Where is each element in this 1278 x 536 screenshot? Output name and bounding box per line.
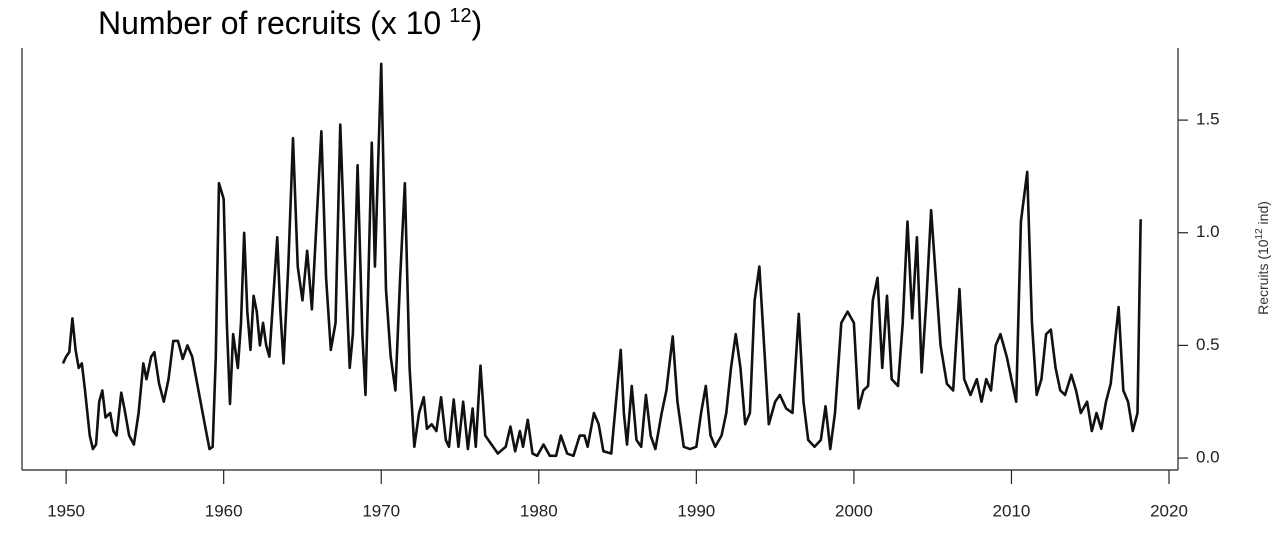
y-tick-label: 1.5 bbox=[1196, 110, 1220, 129]
y-label-text: Recruits (10 bbox=[1255, 239, 1271, 315]
series-line bbox=[61, 62, 1142, 458]
x-tick-label: 1960 bbox=[205, 501, 243, 520]
y-axis-label: Recruits (1012 ind) bbox=[1254, 201, 1271, 315]
x-tick-label: 2000 bbox=[835, 501, 873, 520]
y-label-suffix: ind) bbox=[1255, 201, 1271, 228]
x-tick-label: 2020 bbox=[1150, 501, 1188, 520]
title-exponent: 12 bbox=[449, 5, 471, 27]
x-tick-label: 1990 bbox=[677, 501, 715, 520]
y-tick-label: 1.0 bbox=[1196, 222, 1220, 241]
x-tick-label: 1970 bbox=[362, 501, 400, 520]
chart-title: Number of recruits (x 10 12) bbox=[98, 5, 482, 41]
y-tick-label: 0.0 bbox=[1196, 448, 1220, 467]
y-label-exponent: 12 bbox=[1254, 228, 1265, 240]
x-tick-label: 1950 bbox=[47, 501, 85, 520]
x-tick-label: 1980 bbox=[520, 501, 558, 520]
title-suffix: ) bbox=[471, 5, 482, 41]
y-tick-label: 0.5 bbox=[1196, 335, 1220, 354]
title-text: Number of recruits (x 10 bbox=[98, 5, 441, 41]
x-tick-label: 2010 bbox=[993, 501, 1031, 520]
